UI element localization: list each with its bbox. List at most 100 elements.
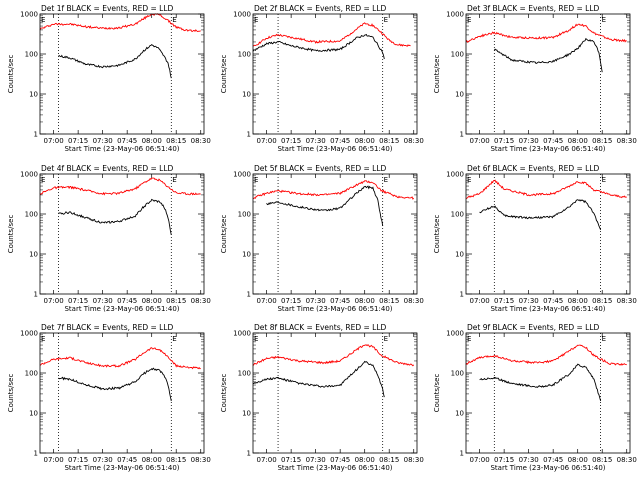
- x-tick-label: 07:45: [330, 297, 350, 305]
- y-tick-label: 1: [34, 450, 38, 458]
- event-marker-label: E: [41, 16, 45, 24]
- event-marker-label: E: [172, 335, 176, 343]
- x-tick-label: 07:15: [68, 297, 88, 305]
- y-tick-label: 1000: [233, 330, 251, 338]
- panel-det-7: Det 7f BLACK = Events, RED = LLD Counts/s…: [7, 323, 211, 472]
- panel-title: Det 5f BLACK = Events, RED = LLD: [254, 164, 387, 173]
- series-line-lld: [252, 344, 415, 367]
- panel-det-1: Det 1f BLACK = Events, RED = LLD Counts/s…: [7, 4, 211, 153]
- event-marker-label: E: [172, 176, 176, 184]
- y-tick-label: 1: [34, 131, 38, 139]
- y-axis-label: Counts/sec: [433, 55, 441, 94]
- y-tick-label: 100: [238, 51, 251, 59]
- x-tick-label: 07:45: [117, 137, 137, 145]
- event-marker-label: E: [254, 335, 258, 343]
- x-tick-label: 07:45: [543, 297, 563, 305]
- series-line-events: [58, 198, 172, 235]
- plot-frame: [252, 13, 418, 135]
- x-tick-label: 07:15: [68, 137, 88, 145]
- x-tick-label: 07:30: [93, 456, 113, 464]
- series-line-lld: [465, 179, 627, 199]
- x-tick-label: 07:15: [494, 137, 514, 145]
- y-tick-label: 10: [455, 91, 464, 99]
- y-tick-label: 10: [29, 410, 38, 418]
- plot-frame: [465, 173, 631, 295]
- y-tick-label: 1: [247, 291, 251, 299]
- x-tick-label: 08:00: [355, 297, 375, 305]
- x-tick-label: 08:30: [404, 456, 424, 464]
- x-axis-label: Start Time (23-May-06 06:51:40): [490, 305, 605, 313]
- x-tick-label: 07:15: [281, 456, 301, 464]
- x-tick-label: 08:00: [568, 137, 588, 145]
- series-line-lld: [252, 22, 411, 47]
- event-marker-label: E: [254, 16, 258, 24]
- y-tick-label: 1000: [446, 330, 464, 338]
- series-line-lld: [39, 347, 201, 370]
- x-tick-label: 08:15: [166, 297, 186, 305]
- x-axis-label: Start Time (23-May-06 06:51:40): [277, 305, 392, 313]
- plot-frame: [465, 332, 631, 454]
- event-marker-label: E: [602, 176, 606, 184]
- y-tick-label: 100: [238, 370, 251, 378]
- x-tick-label: 07:00: [44, 456, 64, 464]
- x-tick-label: 08:30: [404, 137, 424, 145]
- x-tick-label: 08:30: [617, 297, 637, 305]
- y-axis-label: Counts/sec: [220, 55, 228, 94]
- x-tick-label: 08:00: [568, 297, 588, 305]
- x-axis-label: Start Time (23-May-06 06:51:40): [64, 305, 179, 313]
- panel-title: Det 2f BLACK = Events, RED = LLD: [254, 4, 387, 13]
- panel-det-8: Det 8f BLACK = Events, RED = LLD Counts/s…: [220, 323, 424, 472]
- x-tick-label: 07:45: [543, 456, 563, 464]
- event-marker-label: E: [41, 176, 45, 184]
- panel-title: Det 8f BLACK = Events, RED = LLD: [254, 323, 387, 332]
- series-line-lld: [465, 344, 627, 366]
- y-tick-label: 1000: [446, 171, 464, 179]
- panel-det-4: Det 4f BLACK = Events, RED = LLD Counts/s…: [7, 164, 211, 313]
- x-axis-label: Start Time (23-May-06 06:51:40): [277, 464, 392, 472]
- series-line-events: [58, 44, 172, 79]
- series-line-events: [252, 33, 385, 60]
- y-tick-label: 1000: [20, 330, 38, 338]
- x-tick-label: 07:00: [257, 456, 277, 464]
- x-tick-label: 08:30: [617, 456, 637, 464]
- y-tick-label: 1: [34, 291, 38, 299]
- y-tick-label: 1: [247, 450, 251, 458]
- panel-det-9: Det 9f BLACK = Events, RED = LLD Counts/s…: [433, 323, 637, 472]
- y-tick-label: 100: [25, 51, 38, 59]
- y-tick-label: 100: [238, 211, 251, 219]
- x-tick-label: 07:00: [470, 137, 490, 145]
- x-tick-label: 07:30: [519, 137, 539, 145]
- x-tick-label: 08:00: [142, 456, 162, 464]
- series-line-lld: [252, 180, 415, 200]
- y-axis-label: Counts/sec: [433, 374, 441, 413]
- event-marker-label: E: [467, 335, 471, 343]
- panel-title: Det 6f BLACK = Events, RED = LLD: [467, 164, 600, 173]
- x-tick-label: 07:00: [44, 137, 64, 145]
- plot-frame: [252, 173, 418, 295]
- x-tick-label: 08:00: [142, 137, 162, 145]
- x-tick-label: 07:15: [281, 137, 301, 145]
- panel-title: Det 1f BLACK = Events, RED = LLD: [41, 4, 174, 13]
- x-tick-label: 07:00: [257, 297, 277, 305]
- x-tick-label: 07:00: [44, 297, 64, 305]
- x-tick-label: 08:15: [166, 137, 186, 145]
- x-tick-label: 08:30: [191, 297, 211, 305]
- series-line-lld: [39, 13, 201, 33]
- x-tick-label: 07:30: [519, 297, 539, 305]
- y-tick-label: 100: [451, 51, 464, 59]
- series-line-events: [479, 363, 602, 402]
- y-tick-label: 10: [29, 91, 38, 99]
- y-tick-label: 10: [242, 91, 251, 99]
- x-tick-label: 08:30: [191, 456, 211, 464]
- y-tick-label: 10: [242, 251, 251, 259]
- x-tick-label: 08:30: [404, 297, 424, 305]
- panel-title: Det 3f BLACK = Events, RED = LLD: [467, 4, 600, 13]
- x-tick-label: 08:15: [166, 456, 186, 464]
- y-tick-label: 10: [455, 410, 464, 418]
- x-tick-label: 07:15: [68, 456, 88, 464]
- series-line-events: [58, 367, 172, 402]
- y-tick-label: 10: [29, 251, 38, 259]
- x-tick-label: 07:45: [543, 137, 563, 145]
- x-tick-label: 07:00: [470, 456, 490, 464]
